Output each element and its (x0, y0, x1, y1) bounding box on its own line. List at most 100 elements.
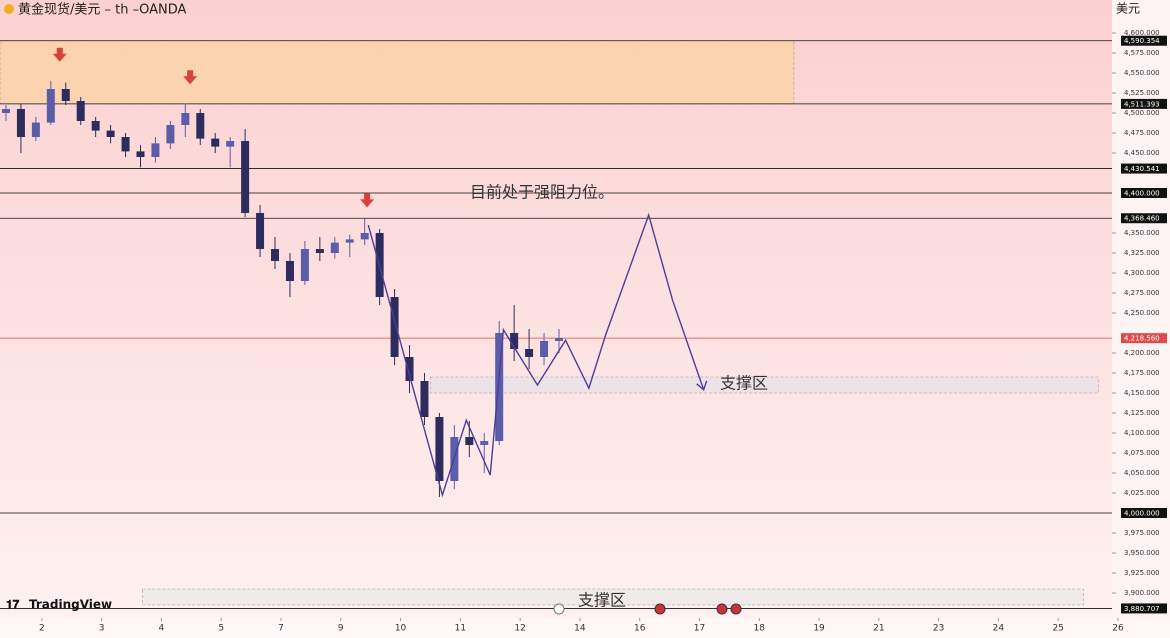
level-label: 4,368.460 (1124, 215, 1160, 223)
level-badge (1121, 213, 1167, 224)
event-icon[interactable] (730, 603, 742, 615)
candle-body (315, 249, 324, 253)
candle-body (525, 349, 534, 357)
zone (141, 588, 1084, 606)
candle-body (241, 141, 250, 213)
level-label: 4,590.354 (1124, 37, 1160, 45)
event-icon[interactable] (716, 603, 728, 615)
annotation: 目前处于强阻力位。 (470, 183, 614, 202)
candle-body (390, 297, 399, 357)
candle-body (106, 130, 115, 137)
currency: 美元 (1116, 2, 1140, 16)
candle-body (1, 109, 10, 113)
x-tick-label: 12 (514, 624, 525, 634)
y-tick-label: 4,325.000 (1124, 249, 1160, 257)
candle-body (196, 113, 205, 139)
y-tick-label: 4,300.000 (1124, 269, 1160, 277)
candle-body (181, 113, 190, 125)
x-tick-label: 19 (813, 624, 825, 634)
candle-body (256, 213, 265, 249)
candle-body (360, 233, 369, 240)
x-tick-label: 18 (754, 624, 766, 634)
candle-body (465, 437, 474, 445)
y-tick-label: 3,925.000 (1124, 569, 1160, 577)
zone (430, 376, 1099, 394)
candle-body (480, 441, 489, 445)
candle-body (554, 338, 563, 341)
x-tick-label: 17 (694, 624, 705, 634)
y-tick-label: 4,450.000 (1124, 149, 1160, 157)
y-tick-label: 4,550.000 (1124, 69, 1160, 77)
arrow-marker (360, 193, 375, 208)
brand: TradingView (29, 598, 112, 612)
support-label: 支撑区 (720, 374, 768, 393)
x-tick-label: 14 (574, 624, 586, 634)
level-badge (1121, 188, 1167, 198)
y-tick-label: 3,975.000 (1124, 529, 1160, 537)
candle-body (31, 122, 40, 137)
candle-body (300, 249, 309, 281)
x-tick-label: 21 (873, 624, 884, 634)
y-tick-label: 3,900.000 (1124, 589, 1160, 597)
x-tick-label: 10 (395, 624, 407, 634)
level-label: 4,218.560 (1124, 335, 1160, 343)
x-tick-label: 24 (993, 624, 1005, 634)
candle-body (16, 109, 25, 137)
candle-body (345, 239, 354, 243)
level-badge (1121, 163, 1167, 174)
y-tick-label: 4,075.000 (1124, 449, 1160, 457)
x-tick-label: 26 (1112, 624, 1124, 634)
time-axis-bg (0, 618, 1170, 638)
x-tick-label: 11 (455, 624, 466, 634)
x-tick-label: 3 (99, 624, 105, 634)
projection-arrowhead (696, 380, 708, 392)
x-tick-label: 16 (634, 624, 646, 634)
y-tick-label: 4,050.000 (1124, 469, 1160, 477)
y-tick-label: 4,250.000 (1124, 309, 1160, 317)
level-badge (1121, 98, 1167, 109)
y-tick-label: 4,150.000 (1124, 389, 1160, 397)
y-tick-label: 4,025.000 (1124, 489, 1160, 497)
y-tick-label: 4,475.000 (1124, 129, 1160, 137)
candle-body (166, 125, 175, 144)
logo-mark: 𝟏𝟕 (6, 598, 20, 612)
candle-body (420, 381, 429, 417)
candle-body (76, 101, 85, 121)
candle-body (271, 249, 280, 261)
level-label: 4,511.393 (1124, 100, 1160, 108)
chart-title: 黄金现货/美元 – th –OANDA (18, 2, 187, 18)
zone (0, 40, 795, 105)
x-tick-label: 2 (39, 624, 45, 634)
candle-body (495, 333, 504, 441)
candle-body (136, 151, 145, 157)
level-label: 4,430.541 (1124, 165, 1160, 173)
candle-body (46, 89, 55, 123)
y-tick-label: 4,500.000 (1124, 109, 1160, 117)
arrow-marker (52, 47, 67, 62)
x-tick-label: 4 (159, 624, 165, 634)
candle-body (330, 242, 339, 253)
y-tick-label: 4,175.000 (1124, 369, 1160, 377)
x-tick-label: 9 (338, 624, 344, 634)
y-tick-label: 4,100.000 (1124, 429, 1160, 437)
level-badge (1121, 508, 1167, 518)
candle-body (121, 137, 130, 152)
y-tick-label: 4,600.000 (1124, 29, 1160, 37)
x-tick-label: 7 (278, 624, 284, 634)
level-badge (1121, 333, 1167, 344)
candle-body (226, 141, 235, 147)
candle-body (61, 89, 70, 101)
y-tick-label: 4,350.000 (1124, 229, 1160, 237)
y-tick-label: 4,200.000 (1124, 349, 1160, 357)
event-icon[interactable] (654, 603, 666, 615)
candle-body (540, 341, 549, 357)
candle-body (151, 143, 160, 157)
support-label: 支撑区 (578, 591, 626, 610)
level-label: 4,400.000 (1124, 190, 1160, 198)
projection-path (367, 212, 705, 498)
candle-body (211, 138, 220, 147)
level-label: 3,880.707 (1124, 605, 1160, 613)
event-icon[interactable] (553, 603, 565, 615)
